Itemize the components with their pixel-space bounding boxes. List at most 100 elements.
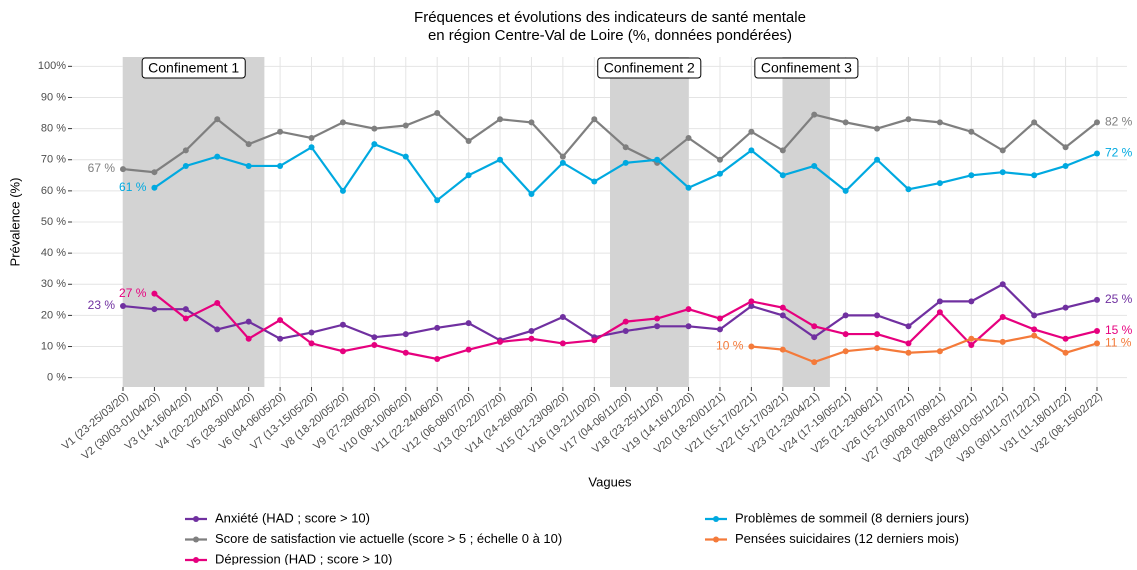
data-point [685,134,692,141]
data-point [936,309,943,316]
y-tick-label: 30 % [41,278,66,290]
data-point [339,119,346,126]
data-point [465,346,472,353]
region-label-box [754,57,859,79]
data-point [905,186,912,193]
legend-swatch [193,516,199,522]
data-point [779,304,786,311]
data-point [622,318,629,325]
data-point [277,128,284,135]
data-point [905,116,912,123]
data-point [874,331,881,338]
data-point [654,315,661,322]
data-point [905,340,912,347]
data-point [999,338,1006,345]
data-point [308,329,315,336]
region-label: Confinement 3 [761,60,852,76]
data-point [151,306,158,313]
data-point [591,337,598,344]
data-point [434,324,441,331]
data-point [528,327,535,334]
data-point [1094,150,1100,157]
data-point [1031,312,1038,319]
start-label: 67 % [88,161,116,175]
y-tick-label: 40 % [41,247,66,259]
legend-swatch [713,516,719,522]
data-point [874,156,881,163]
region-label-box [597,57,702,79]
data-point [1031,326,1038,333]
y-tick-label: 50 % [41,216,66,228]
data-point [622,144,629,151]
data-point [182,147,189,154]
data-point [716,156,723,163]
legend-label: Anxiété (HAD ; score > 10) [215,510,370,525]
data-point [811,334,818,341]
data-point [339,348,346,355]
data-point [245,162,252,169]
data-point [277,317,284,324]
data-point [434,355,441,362]
data-point [339,321,346,328]
data-point [245,318,252,325]
series-line [122,111,1098,174]
y-tick-label: 80 % [41,123,66,135]
data-point [748,147,755,154]
data-point [999,313,1006,320]
data-point [874,312,881,319]
start-label: 10 % [716,339,744,353]
legend-label: Dépression (HAD ; score > 10) [215,551,392,565]
data-point [968,298,975,305]
data-point [245,141,252,148]
data-point [779,147,786,154]
legend-swatch [193,536,199,543]
chart-title: Fréquences et évolutions des indicateurs… [414,9,806,26]
start-label: 23 % [88,298,116,312]
data-point [654,156,661,163]
data-point [748,343,755,350]
data-point [811,323,818,330]
shaded-region [610,57,689,387]
data-point [748,298,755,305]
data-point [120,303,126,310]
data-point [842,119,849,126]
x-axis-label: Vagues [588,474,632,489]
y-axis-label: Prévalence (%) [7,178,22,267]
data-point [999,147,1006,154]
data-point [151,290,158,297]
data-point [339,187,346,194]
data-point [308,144,315,151]
shaded-region [123,57,265,387]
data-point [685,306,692,313]
start-label: 27 % [119,286,147,300]
data-point [685,184,692,191]
data-point [968,341,975,348]
y-tick-label: 90 % [41,91,66,103]
start-label: 61 % [119,180,147,194]
data-point [182,306,189,313]
data-point [528,119,535,126]
data-point [1031,119,1038,126]
data-point [371,334,378,341]
data-point [842,312,849,319]
data-point [371,341,378,348]
end-label: 15 % [1105,323,1133,337]
end-label: 25 % [1105,292,1133,306]
data-point [748,128,755,135]
data-point [1031,172,1038,179]
data-point [936,348,943,355]
data-point [842,348,849,355]
data-point [371,141,378,148]
data-point [1062,144,1069,151]
data-point [402,122,409,129]
shaded-region [782,57,830,387]
data-point [999,281,1006,288]
data-point [214,116,221,123]
data-point [497,338,504,345]
data-point [685,323,692,330]
data-point [779,346,786,353]
data-point [465,320,472,327]
data-point [214,153,221,160]
data-point [434,197,441,204]
legend-swatch [193,557,199,563]
